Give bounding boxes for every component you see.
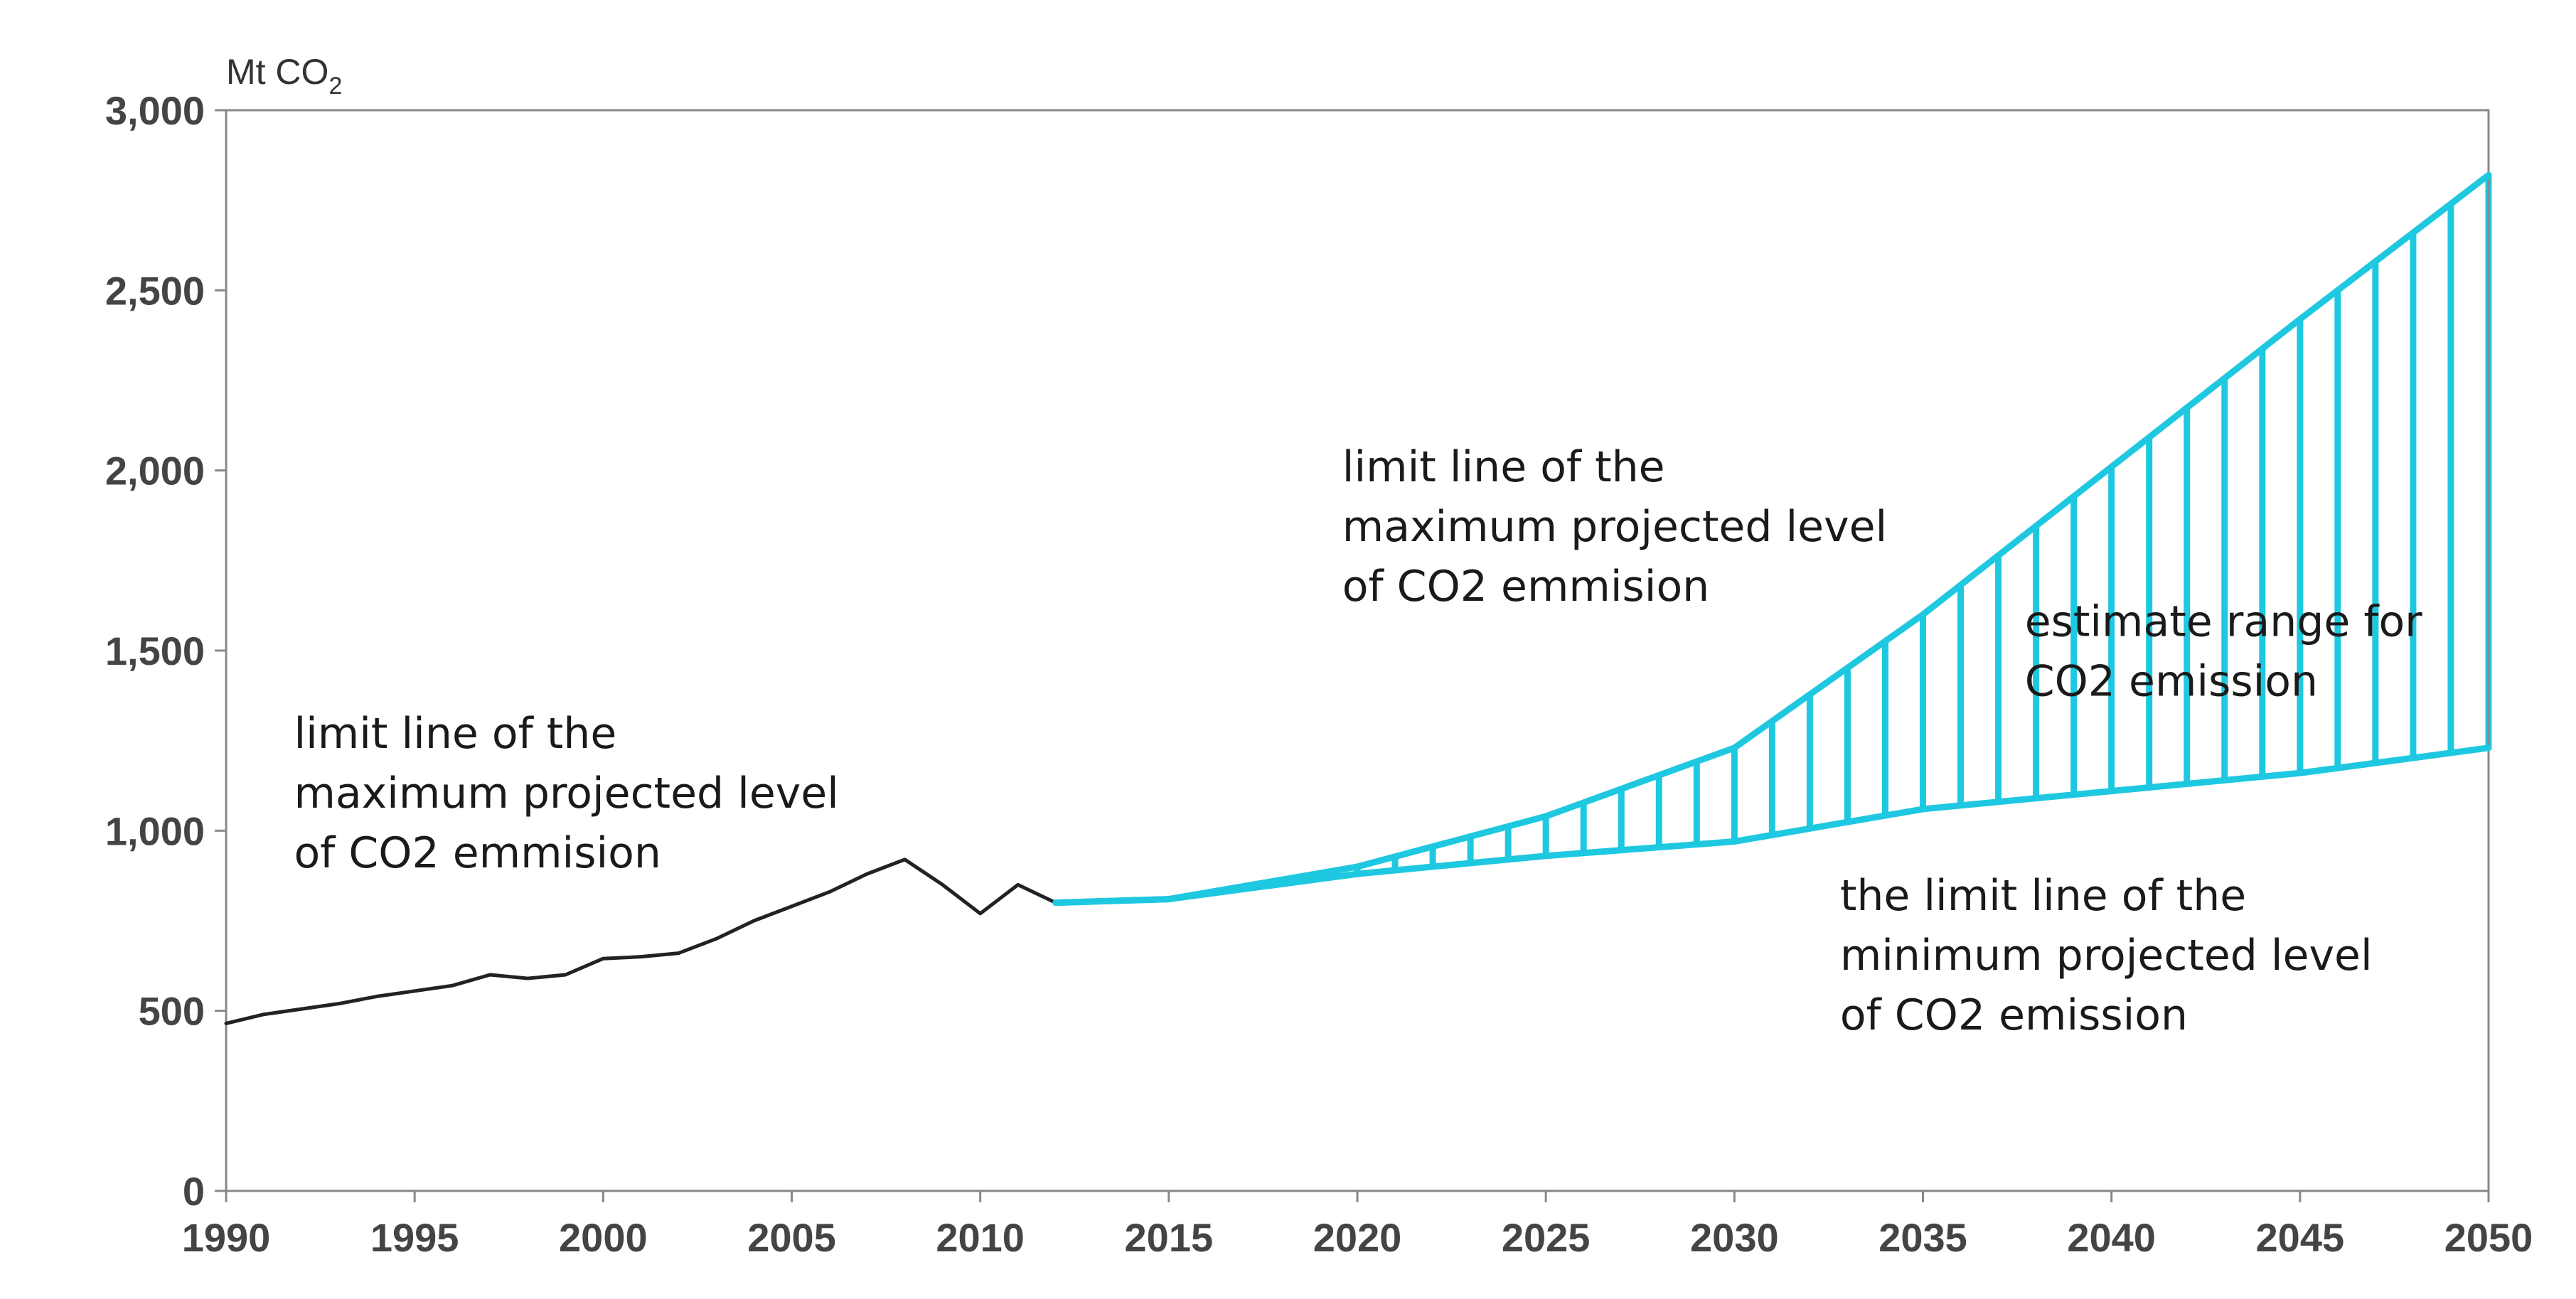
- x-tick-label: 2015: [1125, 1215, 1214, 1260]
- x-tick-label: 2035: [1878, 1215, 1967, 1260]
- x-tick-label: 2000: [559, 1215, 648, 1260]
- y-tick-label: 2,000: [105, 449, 205, 493]
- annotations: limit line of the maximum projected level…: [294, 442, 2422, 1040]
- y-tick-label: 0: [183, 1169, 205, 1214]
- annotation-line: of CO2 emmision: [1342, 562, 1709, 611]
- annotation-line: the limit line of the: [1840, 871, 2246, 921]
- y-axis-unit-label: Mt CO2: [226, 52, 342, 100]
- annotation-line: estimate range for: [2025, 597, 2422, 647]
- x-tick-label: 2030: [1690, 1215, 1779, 1260]
- annotation-line: of CO2 emmision: [294, 828, 661, 878]
- annotation-line: limit line of the: [1342, 442, 1665, 492]
- x-tick-label: 2050: [2444, 1215, 2533, 1260]
- x-tick-label: 2010: [936, 1215, 1025, 1260]
- tick-labels: 1990 1995 2000 2005 2010 2015 2020 2025 2030 2035…: [105, 88, 2533, 1260]
- annotation-line: CO2 emission: [2025, 657, 2318, 707]
- annotation-2: limit line of the maximum projected level…: [1342, 442, 1887, 611]
- y-tick-label: 2,500: [105, 268, 205, 313]
- x-tick-label: 1990: [182, 1215, 271, 1260]
- y-tick-label: 1,500: [105, 629, 205, 673]
- x-tick-label: 2045: [2256, 1215, 2345, 1260]
- annotation-1: limit line of the maximum projected level…: [294, 709, 838, 878]
- series-lines: [224, 171, 2492, 1025]
- x-tick-label: 2005: [747, 1215, 836, 1260]
- x-tick-label: 1995: [370, 1215, 459, 1260]
- annotation-line: limit line of the: [294, 709, 616, 759]
- annotation-3: estimate range for CO2 emission: [2025, 597, 2422, 707]
- annotation-line: maximum projected level: [1342, 502, 1887, 552]
- annotation-line: maximum projected level: [294, 769, 838, 818]
- x-tick-label: 2040: [2067, 1215, 2156, 1260]
- estimate-range-hatching: [1241, 175, 2492, 889]
- series-line-minimum-projected-level: [1052, 744, 2492, 907]
- axes: [215, 109, 2490, 1202]
- x-tick-label: 2020: [1313, 1215, 1402, 1260]
- y-tick-label: 3,000: [105, 88, 205, 133]
- x-tick-label: 2025: [1502, 1215, 1591, 1260]
- y-tick-label: 500: [139, 989, 205, 1034]
- annotation-4: the limit line of the minimum projected l…: [1840, 871, 2373, 1040]
- annotation-line: minimum projected level: [1840, 931, 2373, 980]
- series-line-historical: [224, 857, 1058, 1025]
- y-tick-label: 1,000: [105, 808, 205, 853]
- annotation-line: of CO2 emission: [1840, 990, 2188, 1040]
